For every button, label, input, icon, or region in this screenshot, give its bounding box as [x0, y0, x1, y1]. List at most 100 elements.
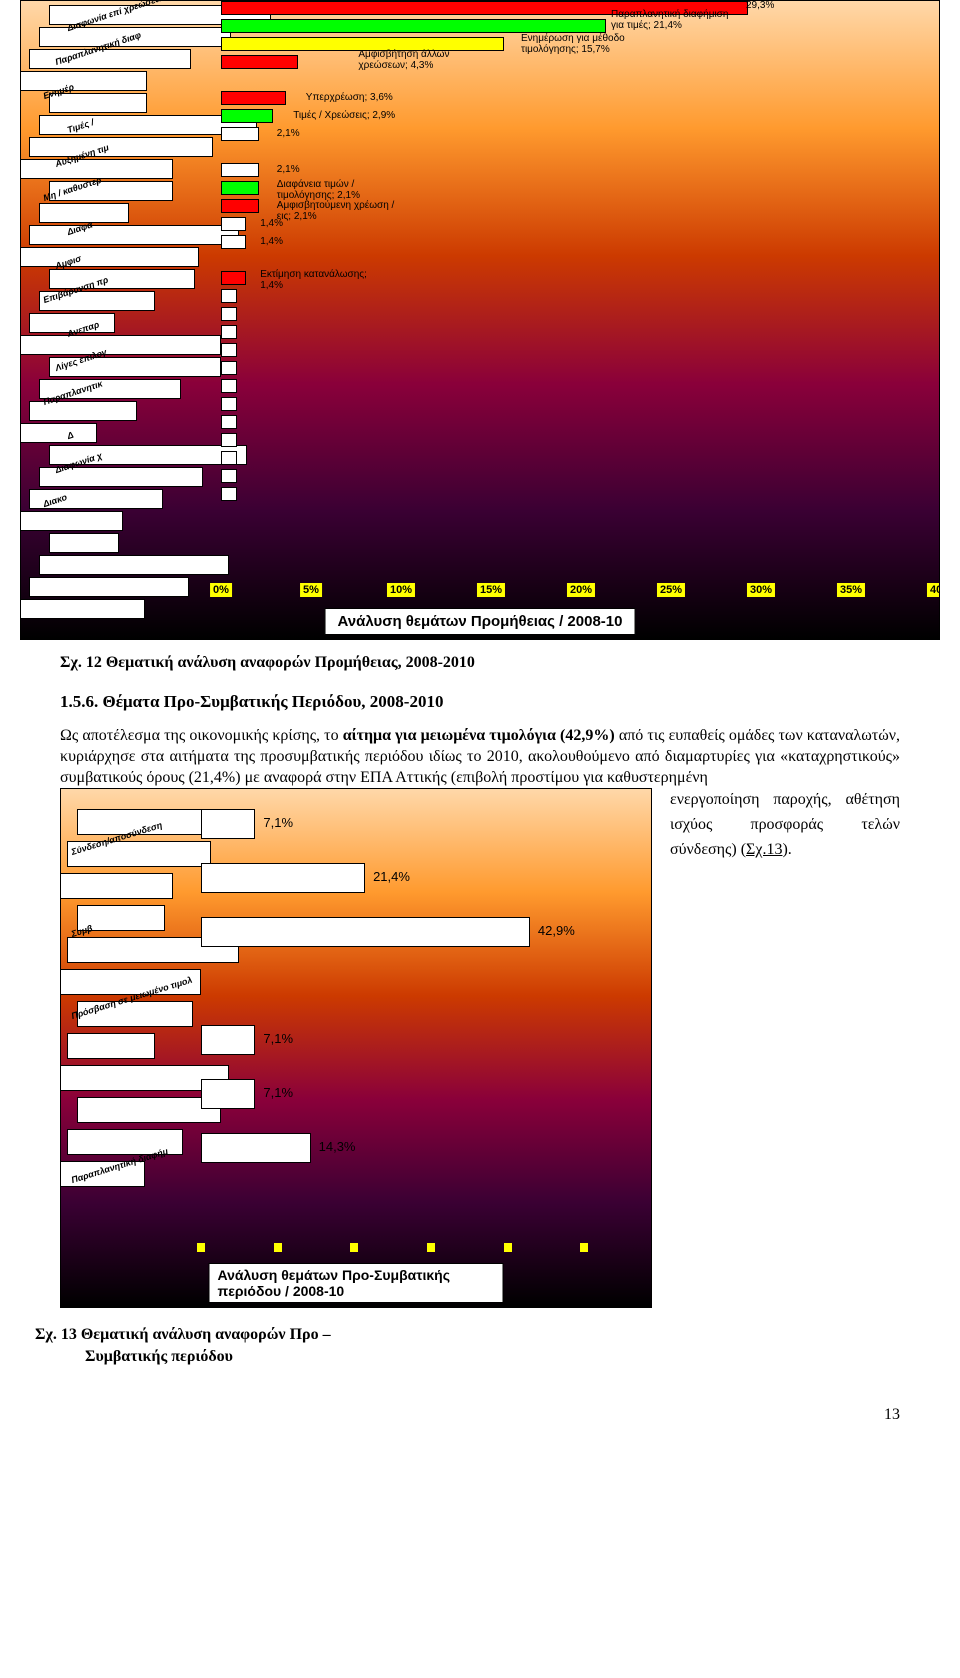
bar-label: 1,4% [260, 218, 283, 229]
bar [221, 19, 606, 33]
x-tick: 10% [387, 583, 415, 597]
stack-block [20, 423, 97, 443]
stack-block [29, 577, 189, 597]
chart-2-caption-a: Σχ. 13 Θεματική ανάλυση αναφορών Προ – [35, 1326, 900, 1344]
bar-row-empty [221, 289, 939, 305]
bar [201, 809, 255, 839]
x-tick: 35% [837, 583, 865, 597]
bar-empty [221, 307, 237, 321]
bar-row: 7,1% [201, 1067, 641, 1121]
bar-row-empty [221, 433, 939, 449]
x-tick: x [350, 1243, 358, 1252]
bar-row: 1,4% [221, 235, 939, 251]
x-tick: 30% [747, 583, 775, 597]
x-tick: x [504, 1243, 512, 1252]
bar-row [221, 145, 939, 161]
chart-1-caption: Σχ. 12 Θεματική ανάλυση αναφορών Προμήθε… [60, 654, 900, 672]
x-tick: 0% [210, 583, 232, 597]
bar-label: 7,1% [263, 815, 293, 830]
bar-row-empty [221, 451, 939, 467]
bar-row: 2,1% [221, 127, 939, 143]
stack-block [29, 225, 239, 245]
bar-row: Αμφισβητούμενη χρέωση /εις; 2,1% [221, 199, 939, 215]
chart-1-left-blocks: Διαφωνία επί χρεώσεωνΠαραπλανητική διαφΕ… [20, 5, 239, 621]
bar-label: 1,4% [260, 236, 283, 247]
bar-empty [221, 415, 237, 429]
chart-1-x-axis: 0%5%10%15%20%25%30%35%40% [221, 583, 939, 605]
x-tick: 25% [657, 583, 685, 597]
bar-row: Διαφωνία επί χρεώσεων29,3% [221, 1, 939, 17]
bar-row: 1,4% [221, 217, 939, 233]
stack-block [39, 555, 229, 575]
bar-label: Διαφωνία επί χρεώσεων29,3% [746, 0, 854, 11]
chart-1: Διαφωνία επί χρεώσεωνΠαραπλανητική διαφΕ… [20, 0, 940, 640]
chart-2-caption-b: Συμβατικής περιόδου [85, 1348, 900, 1366]
chart-2: Σύνδεση/αποσύνδεσηΣυμβΠρόσβαση σε μειωμέ… [60, 788, 652, 1308]
bar-label: 2,1% [277, 164, 300, 175]
bar [221, 55, 298, 69]
x-tick: 5% [300, 583, 322, 597]
bar-row-empty [221, 325, 939, 341]
bar [221, 127, 259, 141]
bar-row: Υπερχρέωση; 3,6% [221, 91, 939, 107]
stack-block [60, 873, 173, 899]
stack-block [20, 71, 147, 91]
bar-empty [221, 361, 237, 375]
x-tick: 40% [927, 583, 940, 597]
bar [221, 235, 246, 249]
bar [221, 91, 286, 105]
bar-row-empty [221, 361, 939, 377]
side-paragraph: ενεργοποίηση παροχής, αθέτηση ισχύος προ… [670, 788, 900, 862]
bar-row: 14,3% [201, 1121, 641, 1175]
bar-label: 21,4% [373, 869, 410, 884]
bar-empty [221, 451, 237, 465]
figure-link[interactable]: Σχ.13 [746, 841, 782, 858]
bar-row: 7,1% [201, 1013, 641, 1067]
bar-row-empty [221, 307, 939, 323]
bar-row: Αμφισβήτηση άλλωνχρεώσεων; 4,3% [221, 55, 939, 71]
x-tick: x [427, 1243, 435, 1252]
bar-row: 21,4% [201, 851, 641, 905]
stack-block [20, 335, 221, 355]
bar-row: 42,9% [201, 905, 641, 959]
page: Διαφωνία επί χρεώσεωνΠαραπλανητική διαφΕ… [0, 0, 960, 1424]
stack-block [20, 599, 145, 619]
stack-block [67, 1033, 155, 1059]
bar [221, 181, 259, 195]
bar-row-empty [221, 379, 939, 395]
x-tick: 15% [477, 583, 505, 597]
bar-row: Ενημέρωση για μέθοδοτιμολόγησης; 15,7% [221, 37, 939, 53]
bar [201, 917, 530, 947]
bar-row [201, 959, 641, 1013]
x-tick: x [197, 1243, 205, 1252]
bar-row: Διαφάνεια τιμών /τιμολόγησης; 2,1% [221, 181, 939, 197]
bar-label: Εκτίμηση κατανάλωσης;1,4% [260, 269, 367, 291]
bar [221, 109, 273, 123]
bar-empty [221, 469, 237, 483]
bar-label: Παραπλανητική διαφήμισηγια τιμές; 21,4% [611, 9, 728, 31]
bar-label: 14,3% [319, 1139, 356, 1154]
bar-empty [221, 487, 237, 501]
bar-label: 2,1% [277, 128, 300, 139]
stack-block [29, 137, 213, 157]
bar-empty [221, 379, 237, 393]
bar [201, 1133, 311, 1163]
bar [221, 163, 259, 177]
bar-row: Τιμές / Χρεώσεις; 2,9% [221, 109, 939, 125]
bar-row-empty [221, 487, 939, 503]
bar-empty [221, 397, 237, 411]
body-paragraph: Ως αποτέλεσμα της οικονομικής κρίσης, το… [60, 726, 900, 788]
x-tick: x [274, 1243, 282, 1252]
bar-label: Ενημέρωση για μέθοδοτιμολόγησης; 15,7% [521, 33, 625, 55]
bar-label: Τιμές / Χρεώσεις; 2,9% [293, 110, 395, 121]
stack-block [49, 533, 119, 553]
x-tick: x [580, 1243, 588, 1252]
chart-1-bars: Διαφωνία επί χρεώσεων29,3% Παραπλανητική … [221, 1, 939, 579]
bar-row: 2,1% [221, 163, 939, 179]
bar-empty [221, 343, 237, 357]
bar-label: Υπερχρέωση; 3,6% [306, 92, 393, 103]
bar-empty [221, 289, 237, 303]
bar [221, 199, 259, 213]
stack-block [77, 1097, 221, 1123]
bar-row-empty [221, 343, 939, 359]
